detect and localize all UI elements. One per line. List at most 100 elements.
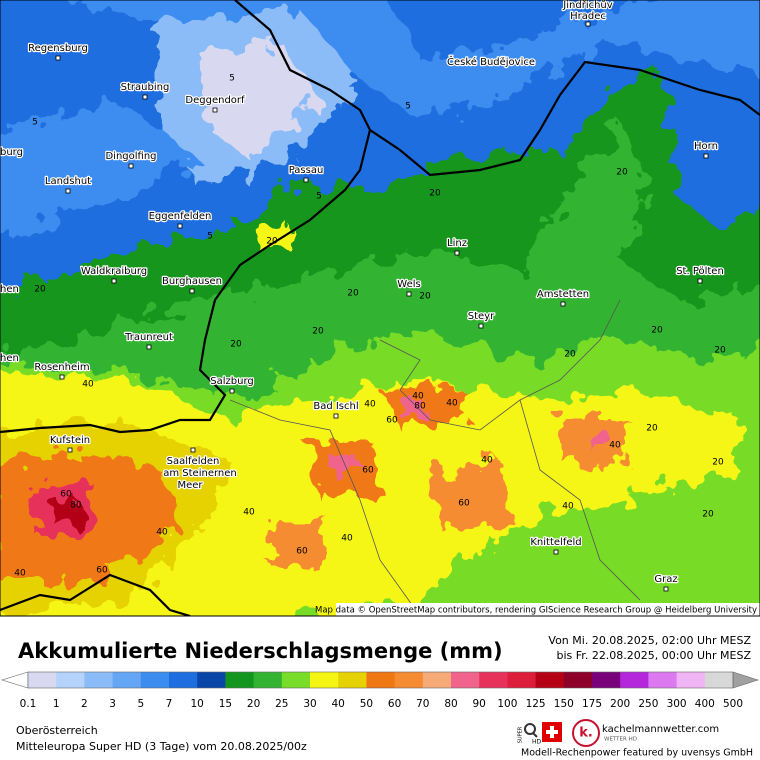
- contour-label: 5: [316, 192, 322, 202]
- contour-label: 20: [651, 326, 663, 336]
- contour-label: 80: [414, 402, 426, 412]
- contour-label: 20: [702, 510, 714, 520]
- colorbar-label: 500: [723, 698, 743, 710]
- colorbar-cell: [140, 672, 170, 688]
- colorbar-cell: [281, 672, 311, 688]
- city-label: Salzburg: [210, 376, 253, 387]
- flag-cross: [546, 730, 558, 734]
- colorbar-label: 300: [667, 698, 687, 710]
- contour-label: 40: [341, 534, 353, 544]
- colorbar-cell: [253, 672, 283, 688]
- colorbar-label: 100: [497, 698, 517, 710]
- colorbar-cell: [84, 672, 113, 688]
- colorbar-cell: [197, 672, 226, 688]
- state-borders: [229, 299, 641, 616]
- colorbar-cell: [676, 672, 706, 688]
- colorbar-cell: [422, 672, 452, 688]
- city-label: Straubing: [121, 82, 170, 93]
- colorbar-cell: [592, 672, 621, 688]
- colorbar-label: 70: [416, 698, 429, 710]
- colorbar-cell: [394, 672, 424, 688]
- colorbar-label: 250: [638, 698, 658, 710]
- contour-label: 20: [34, 285, 46, 295]
- city-marker: [229, 388, 235, 394]
- contour-label: 20: [419, 292, 431, 302]
- colorbar-label: 5: [137, 698, 144, 710]
- period-to: bis Fr. 22.08.2025, 00:00 Uhr MESZ: [557, 649, 752, 662]
- colorbar-arrow: [0, 671, 29, 689]
- colorbar-label: 200: [610, 698, 630, 710]
- contour-label: 40: [156, 528, 168, 538]
- city-marker: [67, 447, 73, 453]
- colorbar-label: 40: [332, 698, 345, 710]
- city-label: Meer: [177, 480, 203, 491]
- city-label: Regensburg: [28, 43, 88, 54]
- map-attribution: Map data © OpenStreetMap contributors, r…: [315, 606, 757, 616]
- colorbar-cell: [112, 672, 142, 688]
- colorbar-label: 0.1: [20, 698, 37, 710]
- contour-label: 40: [14, 569, 26, 579]
- city-marker: [190, 447, 196, 453]
- brand-logo: [572, 719, 600, 747]
- contour-label: 5: [207, 232, 213, 242]
- colorbar-cell: [507, 672, 536, 688]
- colorbar-cell: [704, 672, 734, 688]
- contour-label: 20: [616, 168, 628, 178]
- contour-label: 20: [347, 289, 359, 299]
- colorbar-label: 10: [191, 698, 204, 710]
- colorbar-label: 150: [554, 698, 574, 710]
- chart-title: Akkumulierte Niederschlagsmenge (mm): [18, 639, 503, 663]
- colorbar-cell: [169, 672, 198, 688]
- colorbar-cell: [56, 672, 85, 688]
- city-marker: [303, 177, 309, 183]
- city-label: Waldkraiburg: [81, 266, 147, 277]
- city-marker: [146, 344, 152, 350]
- colorbar-label: 7: [166, 698, 173, 710]
- contour-label: 60: [96, 566, 108, 576]
- contour-label: 40: [243, 508, 255, 518]
- city-marker: [177, 223, 183, 229]
- city-marker: [212, 107, 218, 113]
- colorbar-cell: [338, 672, 367, 688]
- contour-label: 60: [362, 466, 374, 476]
- colorbar-frame: [27, 671, 734, 689]
- colorbar-cell: [563, 672, 593, 688]
- contour-label: 5: [229, 74, 235, 84]
- badge-top: SUPER: [518, 726, 524, 743]
- city-label: Bad Ischl: [313, 401, 358, 412]
- colorbar-label: 125: [526, 698, 546, 710]
- contour-label: 20: [312, 327, 324, 337]
- city-label: Linz: [447, 238, 467, 249]
- city-label: České Budějovice: [447, 55, 535, 68]
- city-label: Hradec: [570, 11, 606, 22]
- city-marker: [454, 250, 460, 256]
- colorbar-cell: [620, 672, 649, 688]
- badge-bottom: HD: [532, 739, 542, 746]
- country-borders: [0, 0, 760, 616]
- brand-sub: WETTER HD: [604, 737, 637, 743]
- city-marker: [128, 163, 134, 169]
- contour-label: 40: [481, 456, 493, 466]
- contour-label: 40: [412, 392, 424, 402]
- brand-logo-text: k.: [579, 726, 593, 741]
- contour-label: 20: [712, 458, 724, 468]
- sponsor: Modell-Rechenpower featured by uvensys G…: [521, 748, 753, 759]
- city-marker: [59, 374, 65, 380]
- brand: kachelmannwetter.com: [602, 724, 719, 735]
- city-label: Traunreut: [124, 332, 173, 343]
- city-label: hen: [0, 353, 19, 364]
- colorbar-label: 1: [53, 698, 60, 710]
- city-marker: [553, 549, 559, 555]
- contour-label: 40: [609, 441, 621, 451]
- period-from: Von Mi. 20.08.2025, 02:00 Uhr MESZ: [548, 634, 751, 647]
- region: Oberösterreich: [16, 724, 98, 737]
- city-label: Dingolfing: [105, 151, 156, 162]
- contour-label: 40: [446, 399, 458, 409]
- city-marker: [142, 94, 148, 100]
- colorbar-cell: [310, 672, 339, 688]
- colorbar-label: 2: [81, 698, 88, 710]
- contour-label: 20: [646, 424, 658, 434]
- precipitation-field: [0, 0, 760, 616]
- magnifier-icon: [524, 723, 536, 735]
